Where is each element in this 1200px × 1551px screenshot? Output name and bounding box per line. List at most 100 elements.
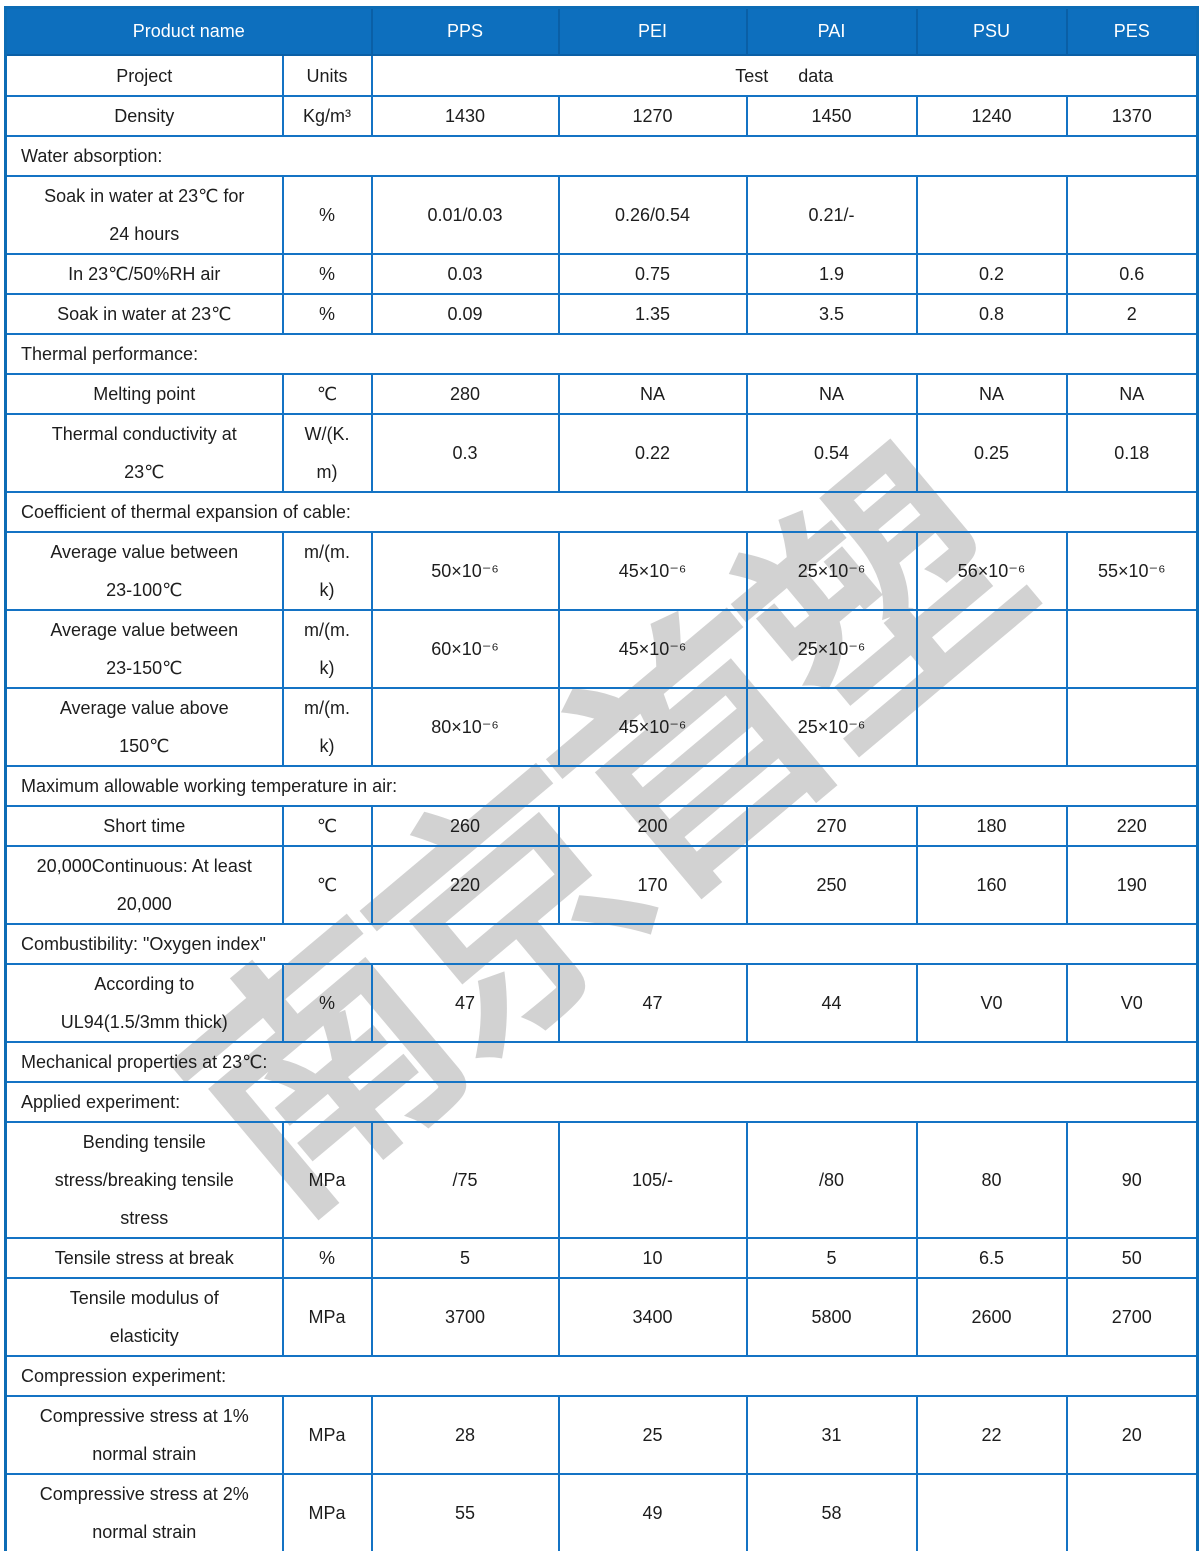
value-cell-pps: 220 [370,845,560,925]
units-cell: % [281,293,373,335]
value-cell-pai: 25×10⁻⁶ [745,531,918,611]
header-product-name: Product name [4,6,373,56]
value-cell-pes [1065,609,1199,689]
section-label-cell: Water absorption: [4,135,1199,177]
row-label-cell: Tensile modulus of elasticity [4,1277,284,1357]
units-cell: MPa [281,1277,373,1357]
value-cell-psu: 0.8 [915,293,1068,335]
value-cell-pei: 0.75 [557,253,748,295]
row-label-cell: Average value between 23-100℃ [4,531,284,611]
section-label-cell: Coefficient of thermal expansion of cabl… [4,491,1199,533]
value-cell-pps: 0.01/0.03 [370,175,560,255]
value-cell-pes: V0 [1065,963,1199,1043]
value-cell-psu [915,687,1068,767]
value-cell-pes: 2700 [1065,1277,1199,1357]
value-cell-pps: 1430 [370,95,560,137]
value-cell-pei: 45×10⁻⁶ [557,609,748,689]
table-body: Project Units Test data Density Kg/m³ 14… [4,54,1199,1551]
meta-row: Project Units Test data [4,54,1199,97]
table-row: Short time ℃ 260 200 270 180 220 [4,805,1199,847]
value-cell-pei: 170 [557,845,748,925]
row-label-cell: Density [4,95,284,137]
table-row: Compressive stress at 2% normal strain M… [4,1473,1199,1551]
value-cell-psu: V0 [915,963,1068,1043]
table-row: Compressive stress at 1% normal strain M… [4,1395,1199,1475]
section-label-cell: Mechanical properties at 23℃: [4,1041,1199,1083]
units-cell: % [281,175,373,255]
row-label-cell: Soak in water at 23℃ for 24 hours [4,175,284,255]
value-cell-pes: 1370 [1065,95,1199,137]
units-cell: ℃ [281,805,373,847]
table-row: Bending tensile stress/breaking tensile … [4,1121,1199,1239]
value-cell-pai: 58 [745,1473,918,1551]
table-row: Tensile stress at break % 5 10 5 6.5 50 [4,1237,1199,1279]
value-cell-psu: 6.5 [915,1237,1068,1279]
section-row: Water absorption: [4,135,1199,177]
table-row: 20,000Continuous: At least 20,000 ℃ 220 … [4,845,1199,925]
value-cell-pei: 49 [557,1473,748,1551]
row-label-cell: According to UL94(1.5/3mm thick) [4,963,284,1043]
value-cell-psu: 2600 [915,1277,1068,1357]
value-cell-pps: /75 [370,1121,560,1239]
value-cell-pei: 0.26/0.54 [557,175,748,255]
value-cell-pps: 50×10⁻⁶ [370,531,560,611]
units-cell: m/(m. k) [281,687,373,767]
value-cell-psu: 160 [915,845,1068,925]
table-row: According to UL94(1.5/3mm thick) % 47 47… [4,963,1199,1043]
value-cell-psu [915,609,1068,689]
value-cell-pai: 5800 [745,1277,918,1357]
value-cell-psu [915,1473,1068,1551]
header-row: Product name PPS PEI PAI PSU PES [4,6,1199,56]
value-cell-pei: 3400 [557,1277,748,1357]
datasheet-page: 南京首塑 Product name PPS PEI PAI PSU PES Pr… [0,6,1200,1551]
units-cell: Kg/m³ [281,95,373,137]
value-cell-psu: 1240 [915,95,1068,137]
value-cell-pps: 5 [370,1237,560,1279]
value-cell-pes: 20 [1065,1395,1199,1475]
table-row: Soak in water at 23℃ % 0.09 1.35 3.5 0.8… [4,293,1199,335]
section-row: Thermal performance: [4,333,1199,375]
value-cell-pes [1065,1473,1199,1551]
value-cell-pai: 44 [745,963,918,1043]
header-material-psu: PSU [915,6,1068,56]
value-cell-pei: 45×10⁻⁶ [557,687,748,767]
row-label-cell: 20,000Continuous: At least 20,000 [4,845,284,925]
value-cell-pai: 270 [745,805,918,847]
table-row: Soak in water at 23℃ for 24 hours % 0.01… [4,175,1199,255]
value-cell-pps: 280 [370,373,560,415]
value-cell-pai: 0.21/- [745,175,918,255]
row-label-cell: In 23℃/50%RH air [4,253,284,295]
value-cell-pei: 25 [557,1395,748,1475]
value-cell-pei: 47 [557,963,748,1043]
value-cell-pes: 220 [1065,805,1199,847]
table-row: Average value between 23-150℃ m/(m. k) 6… [4,609,1199,689]
section-row: Compression experiment: [4,1355,1199,1397]
value-cell-pes: 55×10⁻⁶ [1065,531,1199,611]
value-cell-pai: 1.9 [745,253,918,295]
header-material-pps: PPS [370,6,560,56]
value-cell-psu: 22 [915,1395,1068,1475]
row-label-cell: Compressive stress at 1% normal strain [4,1395,284,1475]
value-cell-psu [915,175,1068,255]
value-cell-pai: 3.5 [745,293,918,335]
row-label-cell: Average value above 150℃ [4,687,284,767]
value-cell-pes: 190 [1065,845,1199,925]
header-material-pes: PES [1065,6,1199,56]
meta-units-cell: Units [281,54,373,97]
units-cell: MPa [281,1121,373,1239]
value-cell-pei: 105/- [557,1121,748,1239]
properties-table: Product name PPS PEI PAI PSU PES Project… [4,6,1199,1551]
value-cell-pei: 45×10⁻⁶ [557,531,748,611]
section-row: Maximum allowable working temperature in… [4,765,1199,807]
value-cell-psu: 180 [915,805,1068,847]
section-label-cell: Compression experiment: [4,1355,1199,1397]
value-cell-pes: NA [1065,373,1199,415]
section-label-cell: Applied experiment: [4,1081,1199,1123]
table-row: Density Kg/m³ 1430 1270 1450 1240 1370 [4,95,1199,137]
value-cell-pps: 0.03 [370,253,560,295]
row-label-cell: Compressive stress at 2% normal strain [4,1473,284,1551]
value-cell-pei: 200 [557,805,748,847]
value-cell-pps: 3700 [370,1277,560,1357]
units-cell: MPa [281,1395,373,1475]
table-row: Thermal conductivity at 23℃ W/(K. m) 0.3… [4,413,1199,493]
